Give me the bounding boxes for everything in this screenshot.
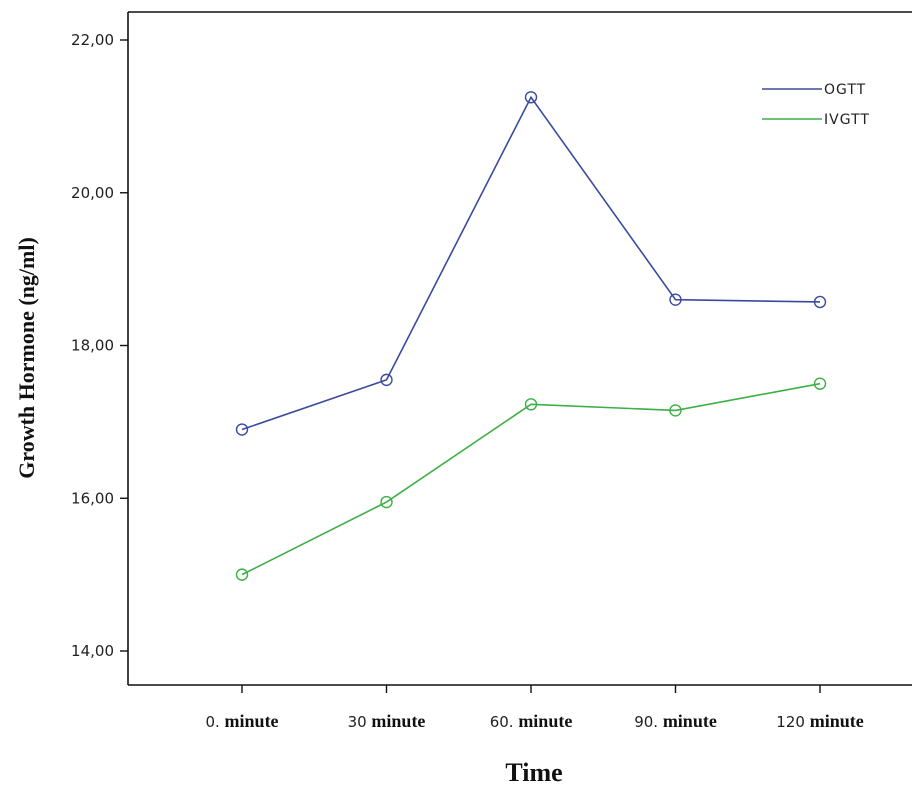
legend-label: OGTT — [824, 82, 866, 98]
data-point-marker — [524, 398, 538, 411]
data-point-marker — [669, 293, 682, 306]
x-tick-word: minute — [225, 711, 279, 731]
data-point-marker — [524, 91, 538, 104]
x-tick-label: 90. minute — [634, 711, 717, 731]
legend-label: IVGTT — [824, 112, 870, 128]
data-point-marker — [813, 377, 827, 390]
x-tick-prefix: 0. — [205, 713, 224, 731]
y-axis-title: Growth Hormone (ng/ml) — [14, 237, 39, 479]
x-tick-prefix: 90. — [634, 713, 663, 731]
y-axis-ticks: 14,00 16,00 18,00 20,00 22,00 — [71, 31, 128, 660]
axes — [127, 11, 912, 686]
series-ogtt — [235, 91, 827, 436]
x-axis-title: Time — [505, 758, 562, 787]
y-tick-label: 20,00 — [71, 184, 114, 202]
x-tick-word: minute — [371, 711, 425, 731]
x-axis-ticks: 0. minute 30 minute 60. minute 90. minute 12… — [205, 685, 864, 731]
x-tick-label: 120 minute — [776, 711, 863, 731]
x-tick-prefix: 120 — [776, 713, 809, 731]
x-tick-word: minute — [810, 711, 864, 731]
data-point-marker — [380, 373, 393, 387]
series-line — [241, 382, 821, 576]
y-tick-label: 14,00 — [71, 642, 114, 660]
data-point-marker — [235, 423, 249, 436]
series-line — [241, 95, 821, 431]
data-point-marker — [669, 404, 682, 417]
x-tick-label: 30 minute — [348, 711, 426, 731]
x-tick-word: minute — [663, 711, 717, 731]
x-tick-prefix: 30 — [348, 713, 372, 731]
data-point-marker — [813, 295, 827, 309]
legend: OGTT IVGTT — [762, 82, 870, 128]
y-tick-label: 16,00 — [71, 489, 114, 507]
x-tick-label: 60. minute — [490, 711, 573, 731]
data-point-marker — [380, 495, 393, 509]
data-point-marker — [235, 568, 249, 581]
series-ivgtt — [235, 377, 827, 581]
y-tick-label: 22,00 — [71, 31, 114, 49]
x-tick-prefix: 60. — [490, 713, 519, 731]
series-layer — [235, 91, 827, 581]
y-tick-label: 18,00 — [71, 337, 114, 355]
x-tick-word: minute — [518, 711, 572, 731]
x-tick-label: 0. minute — [205, 711, 278, 731]
